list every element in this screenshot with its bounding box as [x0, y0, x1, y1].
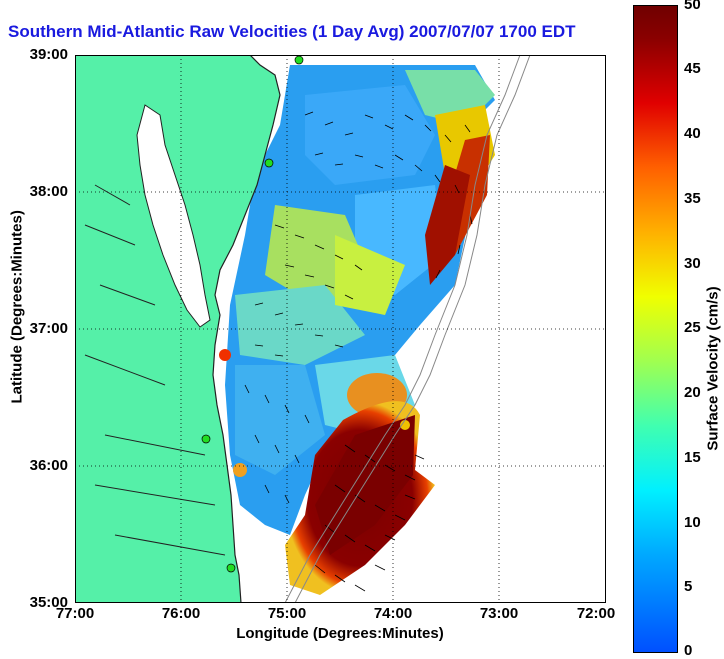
- x-tick-77: 77:00: [55, 605, 95, 622]
- y-tick-37: 37:00: [29, 320, 68, 337]
- plot-frame: [75, 55, 606, 603]
- y-axis-label: Latitude (Degrees:Minutes): [8, 210, 26, 404]
- x-tick-74: 74:00: [373, 605, 413, 622]
- colorbar-tick-0: 0: [684, 642, 693, 659]
- x-tick-76: 76:00: [161, 605, 201, 622]
- colorbar-tick-20: 20: [684, 384, 701, 401]
- colorbar-tick-30: 30: [684, 255, 701, 272]
- y-tick-35: 35:00: [29, 594, 68, 611]
- map-title: Southern Mid-Atlantic Raw Velocities (1 …: [8, 22, 576, 41]
- colorbar-tick-45: 45: [684, 60, 701, 77]
- y-tick-38: 38:00: [29, 183, 68, 200]
- colorbar-tick-10: 10: [684, 514, 701, 531]
- x-axis-label: Longitude (Degrees:Minutes): [236, 625, 444, 642]
- colorbar-tick-50: 50: [684, 0, 701, 13]
- x-tick-75: 75:00: [267, 605, 307, 622]
- land-mass: [75, 55, 280, 603]
- colorbar-tick-25: 25: [684, 319, 701, 336]
- x-tick-73: 73:00: [479, 605, 519, 622]
- chesapeake-bay: [137, 105, 210, 327]
- colorbar-tick-15: 15: [684, 449, 701, 466]
- x-tick-72: 72:00: [576, 605, 616, 622]
- colorbar-tick-35: 35: [684, 190, 701, 207]
- bathymetry-contour: [284, 55, 521, 603]
- y-tick-36: 36:00: [29, 457, 68, 474]
- bathymetry-contour-outer: [294, 55, 531, 603]
- station-marker: [264, 158, 274, 168]
- colorbar-tick-40: 40: [684, 125, 701, 142]
- radar-stations: [201, 55, 304, 573]
- colorbar: [633, 5, 678, 653]
- colorbar-label: Surface Velocity (cm/s): [704, 286, 722, 451]
- station-marker: [226, 563, 236, 573]
- grid: [75, 55, 606, 603]
- station-marker: [294, 55, 304, 65]
- velocity-map: [75, 55, 606, 603]
- coastline: [212, 55, 281, 603]
- colorbar-tick-5: 5: [684, 578, 693, 595]
- station-marker: [201, 434, 211, 444]
- y-tick-39: 39:00: [29, 46, 68, 63]
- bay-shoreline: [84, 104, 226, 556]
- velocity-vectors: [244, 111, 473, 592]
